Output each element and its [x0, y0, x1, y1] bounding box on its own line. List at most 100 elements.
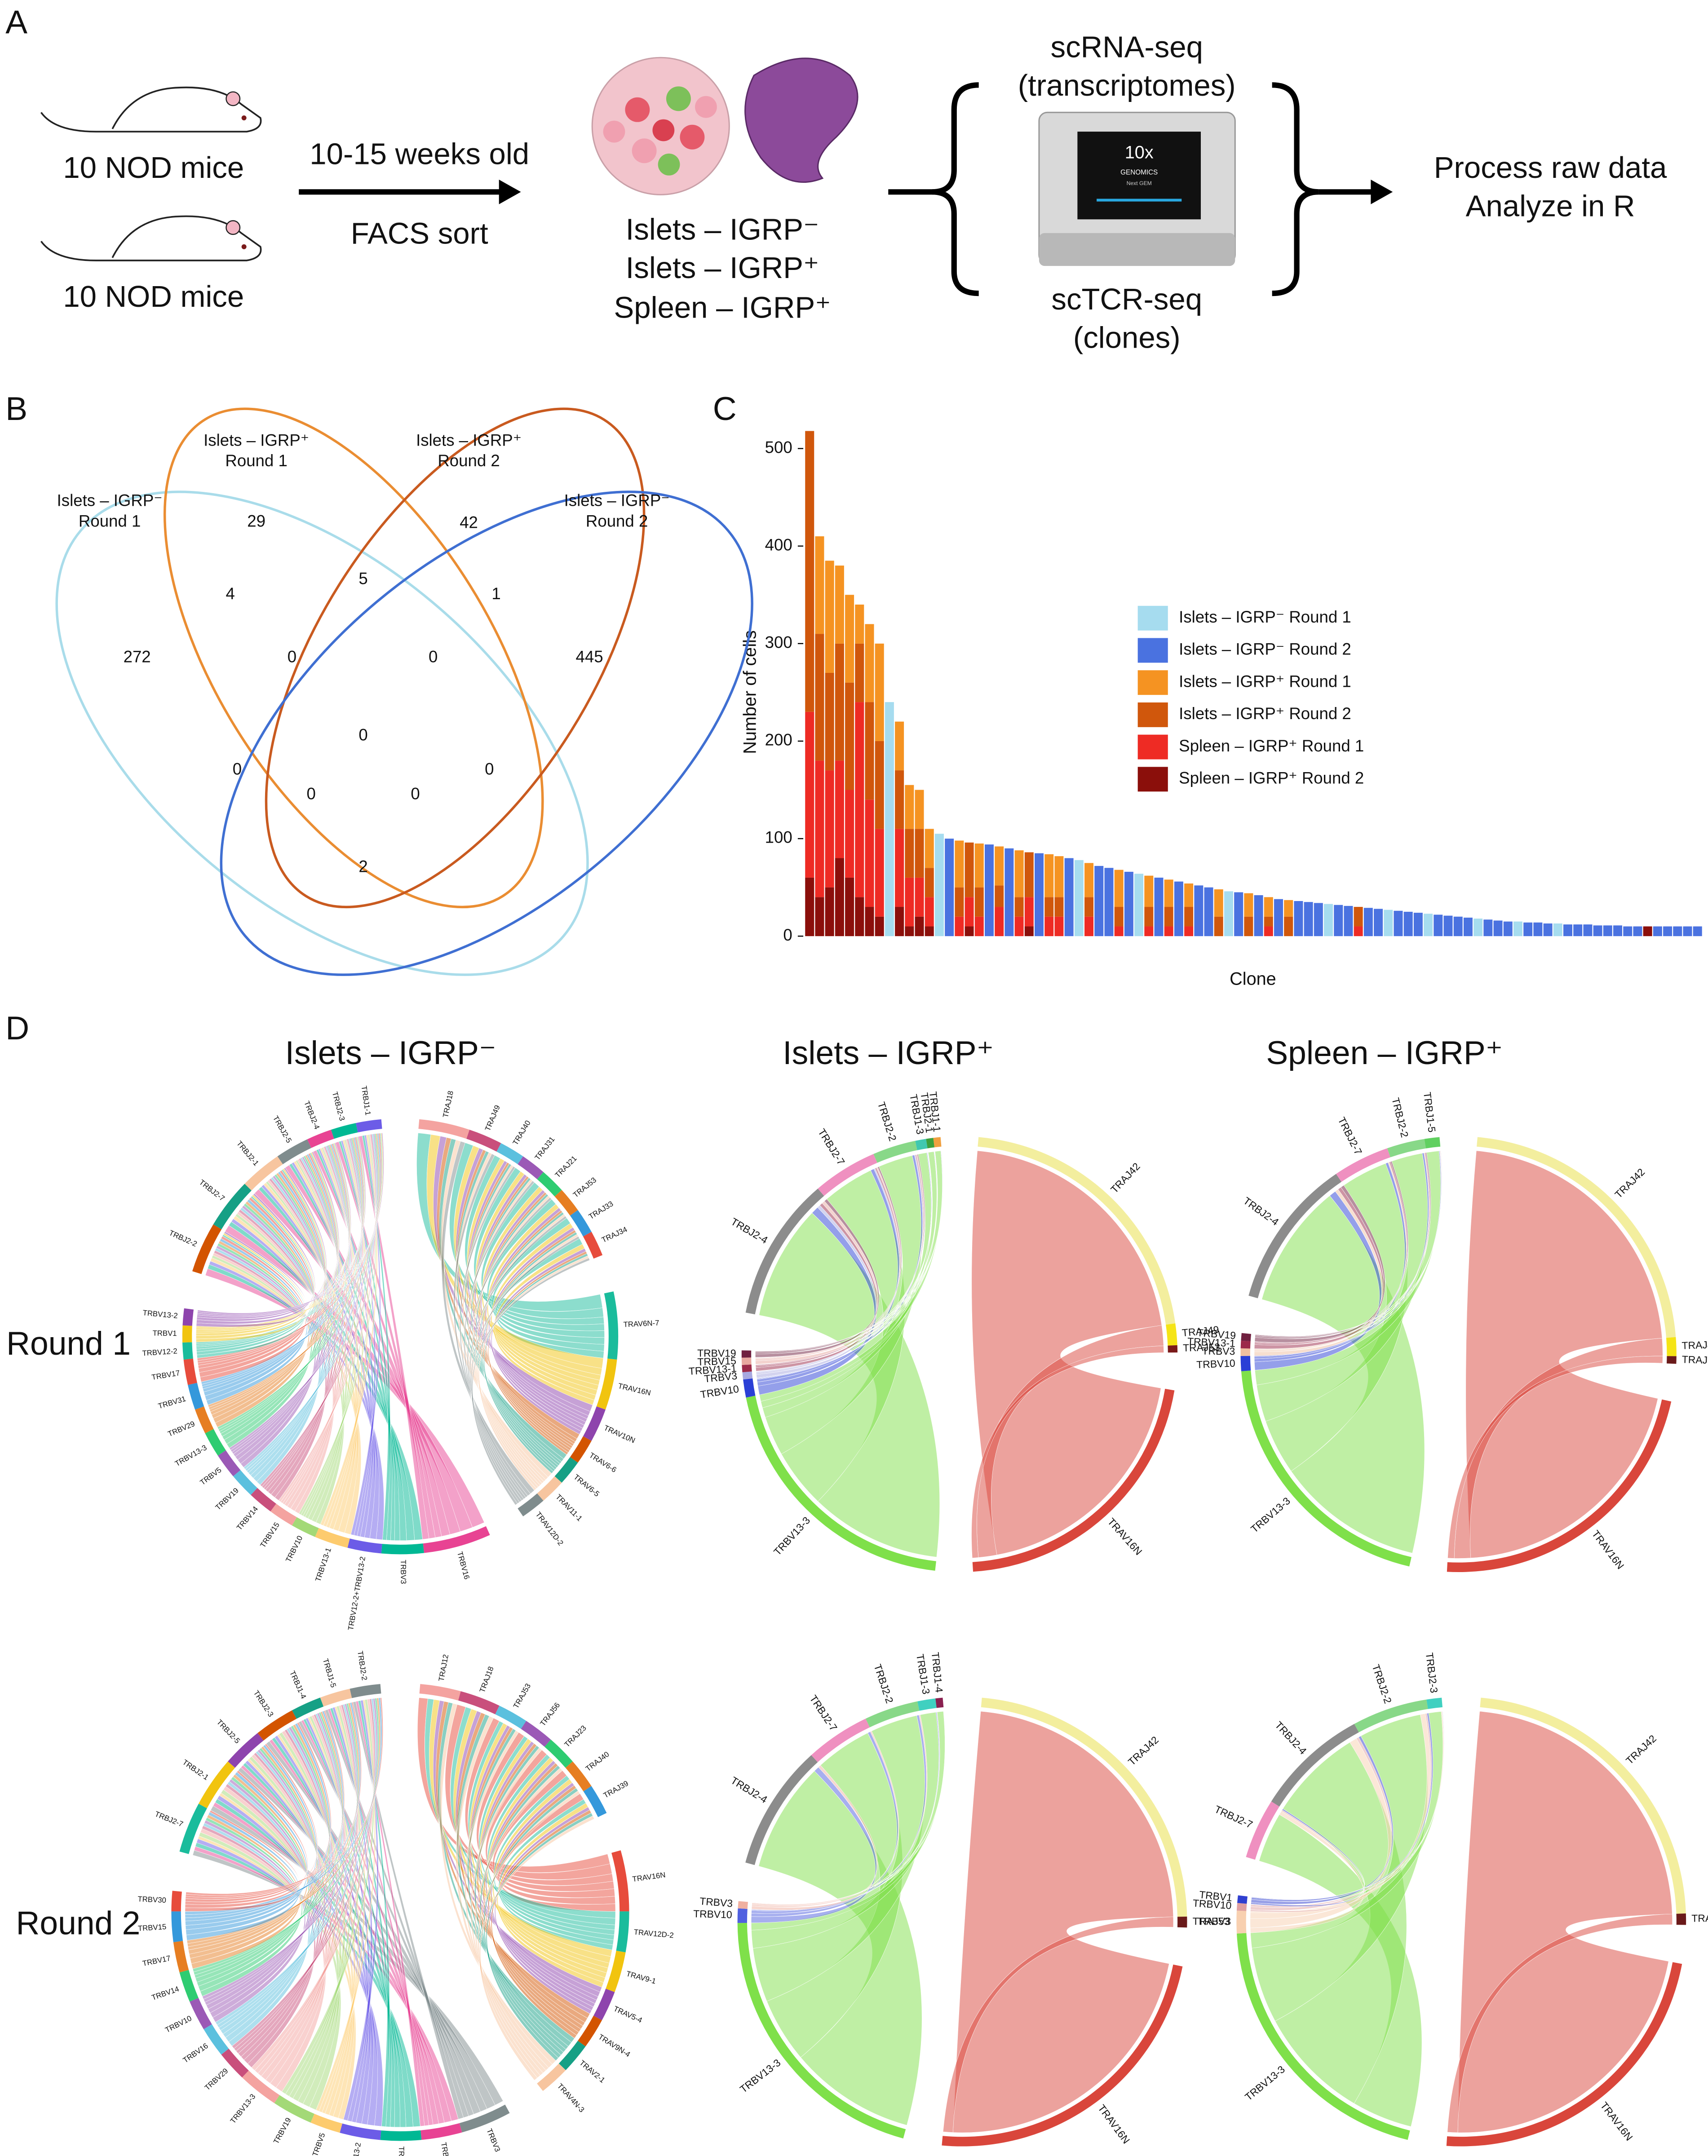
bar-segment: [835, 760, 844, 858]
venn-count: 0: [358, 725, 367, 744]
venn-count: 445: [576, 647, 603, 666]
chord-diagram: TRAJ42TRAJ53TRAV16NTRBV13-3TRBV10TRBV3TR…: [693, 1652, 1230, 2147]
chord-label: TRBV29: [167, 1419, 196, 1438]
bar-segment: [845, 595, 854, 683]
bar-segment: [905, 829, 914, 878]
venn-set-label: Round 1: [79, 512, 141, 530]
chord-label: TRAJ42: [1624, 1732, 1659, 1767]
bar-segment: [965, 842, 974, 897]
chord-label: TRAV16N: [1096, 2103, 1132, 2146]
legend-swatch: [1137, 767, 1168, 792]
chord-arc: [818, 1154, 877, 1196]
chord-arc: [554, 1190, 578, 1216]
bar-segment: [1054, 916, 1064, 937]
venn-count: 272: [124, 647, 151, 666]
chord-label: TRBV10: [693, 1908, 732, 1920]
chord-label: TRAJ18: [441, 1090, 455, 1118]
chord-arc: [1336, 1148, 1390, 1182]
chord-arc: [972, 1388, 1175, 1572]
bar-segment: [865, 624, 874, 702]
chord-arc: [1477, 1137, 1676, 1338]
chord-ribbon: [186, 1772, 308, 1935]
chord-ribbon: [752, 1711, 946, 1904]
chord-label: TRBV12-2+TRBV13-2: [341, 2142, 363, 2156]
bar-segment: [875, 829, 884, 917]
chord-arc: [315, 1528, 350, 1548]
bar-segment: [815, 897, 824, 937]
chord-arc: [1446, 1962, 1682, 2147]
bar-segment: [1354, 926, 1363, 937]
chord-ribbon: [320, 1134, 378, 1526]
bar-segment: [1014, 897, 1024, 917]
chord-arc: [195, 1406, 214, 1433]
chord-arc: [583, 1232, 603, 1259]
chord-ribbon: [751, 1765, 878, 1910]
bar-segment: [1114, 907, 1124, 927]
chord-ribbon: [281, 1699, 375, 2094]
chord-arc: [183, 1358, 197, 1385]
chord-arc: [537, 2063, 566, 2091]
chord-arc: [190, 1998, 212, 2029]
chord-ribbon: [491, 1223, 596, 1401]
venn-count: 0: [306, 785, 315, 803]
bar-segment: [1084, 863, 1094, 897]
chord-label: TRAJ56: [538, 1701, 562, 1728]
bar-segment: [905, 926, 914, 937]
venn-set: [55, 490, 589, 976]
chord-ribbon: [479, 1816, 595, 2081]
chord-label: TRAJ53: [512, 1682, 532, 1710]
chord-ribbon: [486, 1812, 593, 2061]
bar-segment: [925, 829, 934, 868]
chord-ribbon: [185, 1697, 382, 1915]
chord-ribbon: [488, 1227, 583, 1431]
bar-segment: [1653, 926, 1662, 937]
chord-ribbon: [1250, 1810, 1365, 1913]
arrow-head: [499, 179, 521, 204]
chord-ribbon: [315, 1699, 376, 2112]
chord-arc: [495, 1705, 527, 1729]
bar-segment: [1623, 926, 1633, 937]
column-title: Islets – IGRP⁺: [783, 1034, 994, 1071]
chord-label: TRBV19: [214, 1486, 240, 1512]
chord-ribbon: [478, 1255, 589, 1491]
chord-arc: [1447, 1399, 1672, 1573]
chord-arc: [182, 1325, 192, 1343]
bar-segment: [835, 643, 844, 761]
chord-label: TRAV16N: [617, 1382, 652, 1397]
chord-arc: [356, 1119, 382, 1133]
chord-arc: [741, 1350, 752, 1358]
tcr-label: (clones): [1073, 321, 1181, 355]
chord-label: TRBJ2-3: [331, 1091, 347, 1122]
chord-label: TRBJ2-2: [356, 1650, 369, 1681]
chord-label: TRBV3: [485, 2127, 502, 2153]
bar-segment: [955, 840, 964, 888]
chord-arc: [583, 1786, 607, 1817]
chord-label: TRBV17: [151, 1369, 181, 1382]
chord-label: TRBV3: [1202, 1345, 1235, 1357]
chord-arc: [466, 1130, 501, 1152]
venn-count: 0: [288, 647, 296, 666]
chord-ribbon: [231, 1698, 376, 2049]
bar-segment: [1064, 858, 1074, 937]
bar-segment: [1563, 924, 1572, 937]
chord-arc: [521, 1721, 551, 1747]
chord-arc: [320, 1688, 352, 1707]
chord-diagram: TRAJ42TRAJ49TRAJ53TRAV16NTRBV13-3TRBV10T…: [688, 1091, 1220, 1572]
chord-ribbon: [494, 1807, 592, 2014]
chord-label: TRAV10N: [602, 1423, 637, 1445]
chord-arc: [350, 1684, 381, 1698]
bar-segment: [1084, 897, 1094, 917]
chord-ribbon: [185, 1770, 308, 1908]
bar-segment: [1114, 926, 1124, 937]
chord-ribbon: [196, 1167, 327, 1321]
chord-arc: [1177, 1916, 1187, 1928]
chord-label: TRBJ2-7: [154, 1810, 184, 1829]
chord-label: TRBV29: [203, 2067, 230, 2092]
bar-segment: [1084, 916, 1094, 937]
bar-segment: [845, 877, 854, 937]
bar-segment: [1573, 924, 1583, 937]
chord-ribbon: [942, 1917, 1174, 2133]
chord-arc: [204, 2024, 229, 2055]
y-axis-label: Number of cells: [740, 630, 760, 754]
